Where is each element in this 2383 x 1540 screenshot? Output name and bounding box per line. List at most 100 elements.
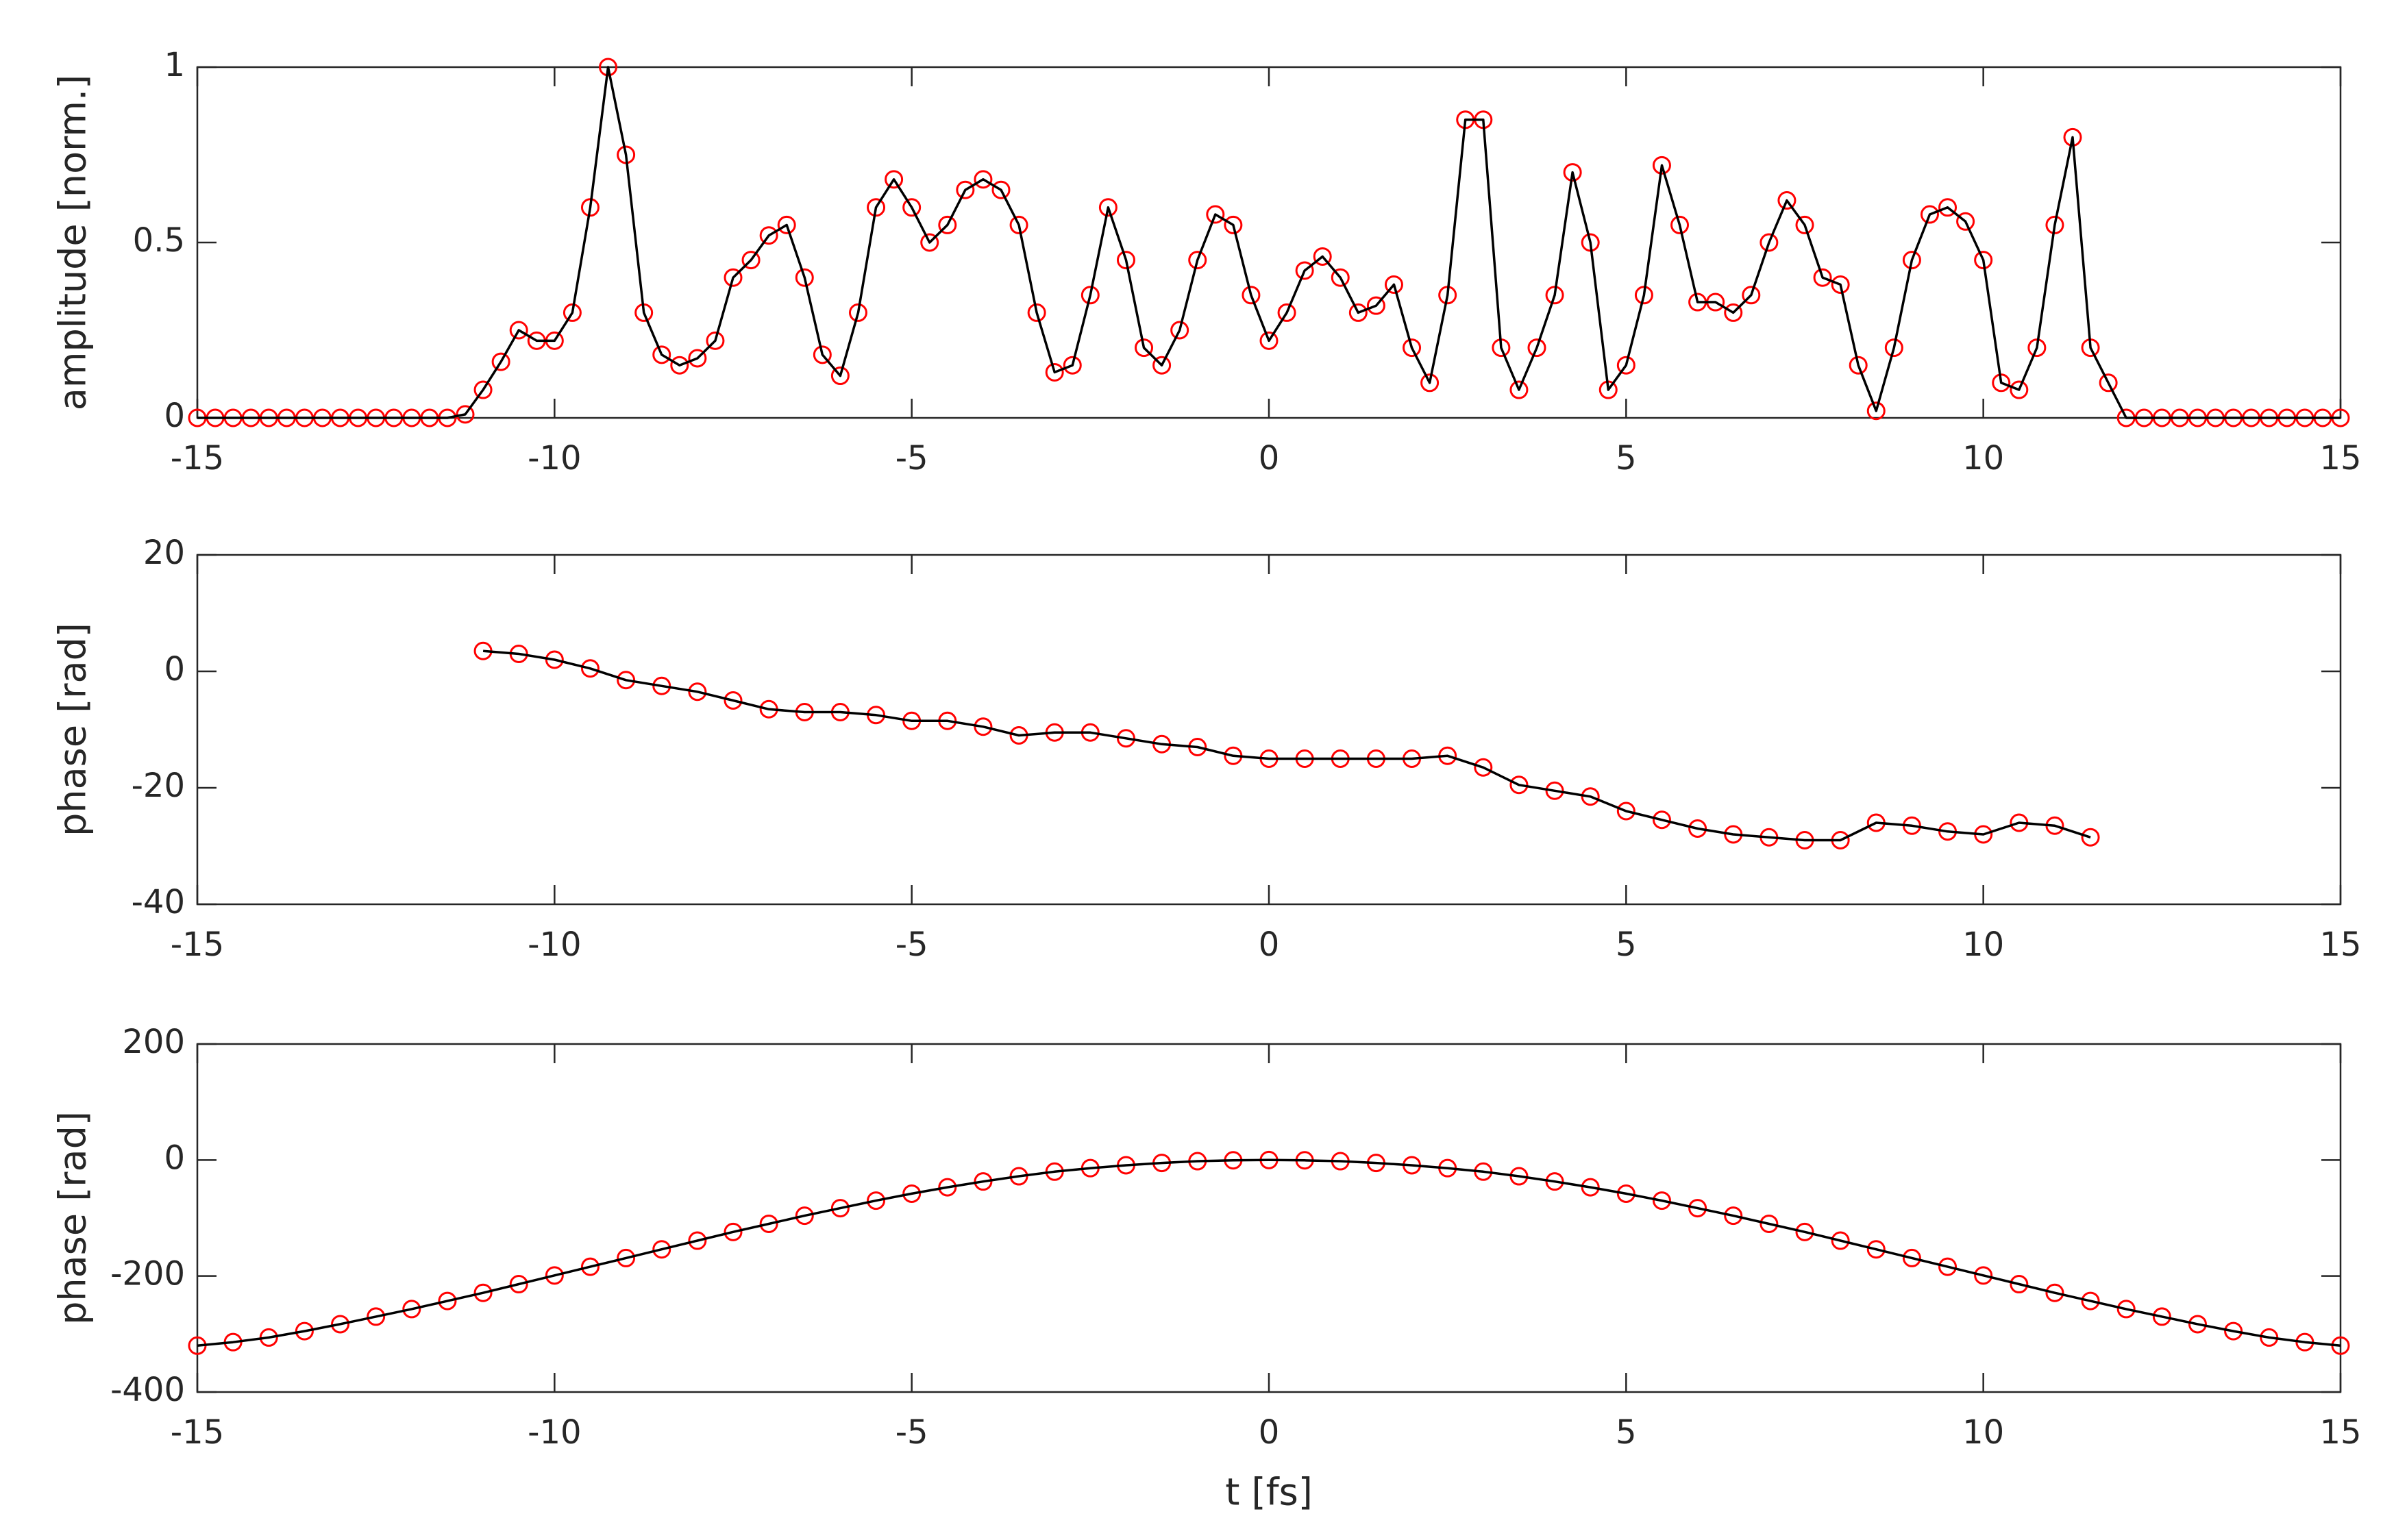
data-point xyxy=(885,170,904,189)
data-point xyxy=(1902,1248,1921,1267)
data-point xyxy=(830,367,850,386)
data-point xyxy=(1581,787,1600,806)
data-point xyxy=(2027,338,2047,358)
x-tick-label: -10 xyxy=(528,439,581,477)
data-point xyxy=(902,198,922,217)
data-point xyxy=(509,321,528,340)
x-tick-label: -15 xyxy=(171,439,224,477)
data-point xyxy=(1563,163,1582,182)
data-point xyxy=(813,345,832,364)
data-point xyxy=(777,215,796,234)
data-point xyxy=(795,1206,814,1226)
data-point xyxy=(1206,205,1225,224)
data-point xyxy=(688,682,707,701)
data-point xyxy=(1616,1184,1635,1203)
x-tick-label: 15 xyxy=(2319,1413,2361,1452)
data-point xyxy=(617,671,636,690)
data-point xyxy=(545,1266,564,1285)
data-point xyxy=(1849,356,1868,375)
data-point xyxy=(706,331,725,350)
data-point xyxy=(1652,1191,1671,1210)
y-tick-label: 0.5 xyxy=(133,221,185,260)
x-tick-label: 0 xyxy=(1259,926,1280,964)
data-point xyxy=(456,405,475,424)
data-point xyxy=(473,1283,493,1302)
axes: -15 -10 -5 0 5 10 15 -40 -20 0 20 xyxy=(132,534,2362,964)
data-point xyxy=(1224,215,1243,234)
data-point xyxy=(1992,373,2011,393)
x-tick-label: -15 xyxy=(171,1413,224,1452)
data-point xyxy=(402,1300,421,1319)
data-point xyxy=(1795,215,1814,234)
x-tick-label: -5 xyxy=(896,926,928,964)
data-point xyxy=(1098,198,1118,217)
data-point xyxy=(1116,729,1135,748)
y-axis-label: amplitude [norm.] xyxy=(51,75,95,410)
data-point xyxy=(1242,286,1261,305)
x-tick-label: 10 xyxy=(1962,1413,2004,1452)
axes: -15 -10 -5 0 5 10 15 -400 -200 0 200 xyxy=(110,1023,2361,1452)
data-point xyxy=(652,1240,671,1259)
data-point xyxy=(1170,321,1189,340)
y-tick-label: 1 xyxy=(164,46,185,84)
data-point xyxy=(1545,781,1564,800)
data-point xyxy=(2081,828,2100,847)
data-point xyxy=(1831,275,1850,294)
data-point xyxy=(1777,191,1796,210)
x-tick-label: 15 xyxy=(2319,439,2361,477)
data-point xyxy=(580,1257,600,1276)
data-point xyxy=(652,676,671,695)
y-tick-label: 0 xyxy=(164,650,185,688)
data-point xyxy=(331,1315,350,1334)
x-tick-label: -15 xyxy=(171,926,224,964)
y-tick-label: -20 xyxy=(132,767,185,805)
x-tick-label: -10 xyxy=(528,1413,581,1452)
data-point xyxy=(956,180,975,199)
y-tick-label: 0 xyxy=(164,397,185,435)
data-point xyxy=(2116,1300,2136,1319)
x-tick-label: 0 xyxy=(1259,1413,1280,1452)
data-point xyxy=(1902,251,1921,270)
data-point xyxy=(974,170,993,189)
data-point xyxy=(438,1291,457,1311)
data-point xyxy=(563,303,582,322)
data-point xyxy=(1259,331,1279,350)
data-point xyxy=(1348,303,1368,322)
data-point xyxy=(367,1307,386,1326)
data-point xyxy=(1866,401,1886,421)
data-point xyxy=(724,268,743,287)
data-point xyxy=(759,1214,778,1233)
data-point xyxy=(902,1184,922,1203)
axes-frame xyxy=(196,66,2342,419)
data-point xyxy=(545,650,564,669)
data-point xyxy=(688,349,707,368)
data-point xyxy=(1527,338,1546,358)
data-point xyxy=(1474,758,1493,777)
data-line xyxy=(197,66,2341,419)
data-point xyxy=(1509,380,1529,399)
data-point xyxy=(1295,261,1314,280)
data-point xyxy=(1509,775,1529,795)
data-point xyxy=(688,1231,707,1250)
data-point xyxy=(938,215,957,234)
data-point xyxy=(295,1321,314,1341)
axes-frame xyxy=(196,554,2342,906)
data-point xyxy=(1688,1199,1707,1218)
y-axis-label: phase [rad] xyxy=(51,1111,95,1325)
data-point xyxy=(920,233,939,252)
data-point xyxy=(2010,1275,2029,1294)
y-tick-label: -400 xyxy=(110,1371,185,1409)
data-point xyxy=(1742,286,1761,305)
data-point xyxy=(1081,286,1100,305)
data-point xyxy=(724,1222,743,1241)
data-point xyxy=(2045,215,2064,234)
data-point xyxy=(1884,338,1903,358)
data-point xyxy=(1616,356,1635,375)
data-point xyxy=(867,1191,886,1210)
data-point xyxy=(2188,1315,2207,1334)
data-point xyxy=(1384,275,1403,294)
data-point xyxy=(670,356,689,375)
data-point xyxy=(1938,198,1958,217)
data-point xyxy=(1652,810,1671,830)
x-tick-label: 15 xyxy=(2319,926,2361,964)
